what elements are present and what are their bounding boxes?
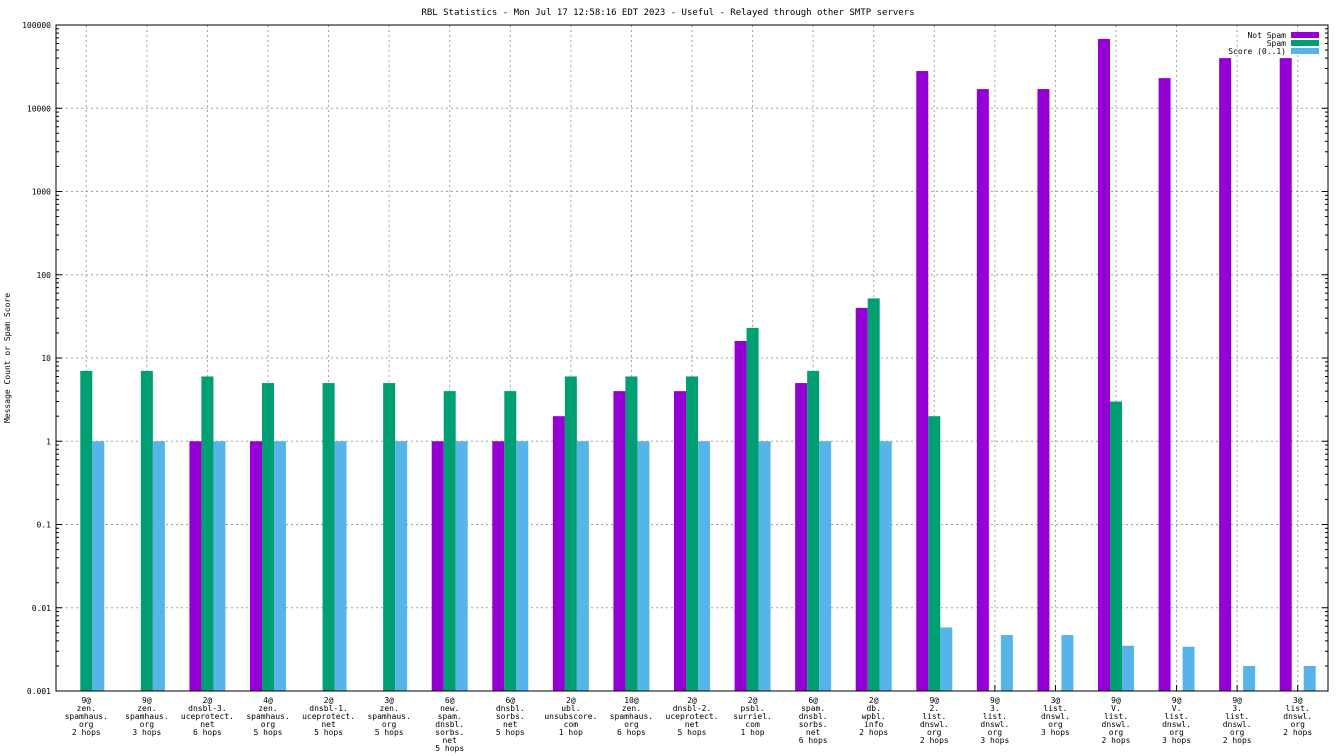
bar-score-0-1 [1303,665,1316,691]
legend-swatch [1291,40,1319,46]
x-tick-label: 9@ zen. spamhaus. org 3 hops [125,696,168,737]
bars [80,38,1316,692]
bar-spam [867,298,880,691]
x-tick-labels: 9@ zen. spamhaus. org 2 hops 9@ zen. spamhaus. o… [65,696,1313,753]
bar-not-spam [1037,89,1050,691]
bar-not-spam [1098,38,1110,692]
bar-not-spam [250,441,262,691]
bar-spam [746,327,759,691]
bar-not-spam [855,307,868,691]
x-tick-label: 10@ zen. spamhaus. org 6 hops [610,696,653,737]
bar-spam [686,376,698,691]
plot-border [55,24,1329,692]
x-tick-label: 9@ 3. list. dnswl. org 2 hops [1223,696,1252,745]
x-tick-label: 6@ dnsbl. sorbs. net 5 hops [496,696,525,737]
x-tick-label: 9@ V. list. dnswl. org 2 hops [1102,696,1131,745]
bar-not-spam [613,391,626,691]
x-tick-label: 6@ new. spam. dnsbl. sorbs. net 5 hops [435,696,464,753]
bar-not-spam [1158,78,1171,691]
x-tick-label: 9@ 3. list. dnswl. org 3 hops [980,696,1009,745]
x-tick-label: 2@ dnsbl-1. uceprotect. net 5 hops [302,696,355,737]
bar-not-spam [674,391,686,691]
x-tick-label: 9@ V. list. dnswl. org 3 hops [1162,696,1191,745]
x-tick-label: 2@ ubl. unsubscore. com 1 hop [544,696,597,737]
bar-spam [564,376,577,691]
y-tick-label: 1 [46,437,51,446]
x-tick-label: 2@ db. wpbl. info 2 hops [859,696,888,737]
x-tick-label: 9@ zen. spamhaus. org 2 hops [65,696,108,737]
bar-spam [322,383,335,691]
bar-score-0-1 [576,441,589,691]
bar-score-0-1 [334,441,347,691]
bar-spam [80,370,93,691]
y-tick-label: 0.01 [32,604,51,613]
bar-not-spam [431,441,444,691]
x-tick-label: 4@ zen. spamhaus. org 5 hops [246,696,289,737]
bar-spam [504,391,517,691]
x-tick-label: 3@ zen. spamhaus. org 5 hops [367,696,410,737]
bar-spam [201,376,214,691]
legend-swatch [1291,32,1319,38]
x-tick-label: 2@ dnsbl-3. uceprotect. net 6 hops [181,696,234,737]
bar-spam [383,383,396,691]
bar-score-0-1 [1182,646,1195,691]
bar-score-0-1 [819,441,832,691]
legend-swatch [1291,48,1319,54]
legend-label: Not Spam [1247,31,1286,40]
bar-score-0-1 [274,441,286,691]
x-tick-label: 2@ dnsbl-2. uceprotect. net 5 hops [666,696,719,737]
bar-not-spam [189,441,202,691]
bar-spam [807,370,820,691]
y-tick-label: 10000 [27,104,51,113]
bar-not-spam [795,383,808,691]
bar-not-spam [1279,58,1292,692]
bar-spam [1110,401,1122,691]
bar-score-0-1 [698,441,710,691]
bar-score-0-1 [1243,665,1256,691]
bar-score-0-1 [879,441,892,691]
bar-not-spam [1219,58,1232,692]
bar-score-0-1 [940,627,953,691]
bar-not-spam [552,416,565,691]
bar-spam [140,370,153,691]
x-tick-label: 3@ list. dnswl. org 3 hops [1041,696,1070,737]
chart-title: RBL Statistics - Mon Jul 17 12:58:16 EDT… [421,8,914,18]
bar-spam [625,376,638,691]
bar-score-0-1 [213,441,226,691]
bar-spam [928,416,941,691]
legend-label: Score (0..1) [1228,47,1286,56]
x-tick-label: 2@ psbl. surriel. com 1 hop [733,696,772,737]
bar-score-0-1 [455,441,468,691]
y-tick-label: 0.001 [27,687,51,696]
x-tick-label: 9@ 2. list. dnswl. org 2 hops [920,696,949,745]
bar-not-spam [916,71,929,691]
bar-score-0-1 [1061,635,1074,691]
bar-score-0-1 [516,441,529,691]
x-tick-label: 3@ list. dnswl. org 2 hops [1283,696,1312,737]
bar-score-0-1 [1122,645,1134,691]
bar-not-spam [734,341,747,691]
bar-score-0-1 [637,441,650,691]
bar-score-0-1 [395,441,408,691]
y-tick-label: 1000 [32,188,51,197]
x-tick-label: 6@ spam. dnsbl. sorbs. net 6 hops [799,696,828,745]
bar-spam [443,391,456,691]
y-tick-label: 100 [37,271,52,280]
bar-score-0-1 [758,441,771,691]
bar-score-0-1 [1000,635,1013,691]
bar-not-spam [492,441,505,691]
y-tick-label: 100000 [22,21,51,30]
y-tick-label: 10 [41,354,51,363]
y-tick-labels: 0.001 0.01 0.1 1 10 100 1000 10000 100000 [22,21,51,696]
bar-score-0-1 [92,441,105,691]
y-axis-label: Message Count or Spam Score [3,293,12,423]
y-tick-label: 0.1 [37,521,52,530]
bar-not-spam [976,89,989,691]
bar-spam [262,383,274,691]
legend-label: Spam [1267,39,1286,48]
bar-score-0-1 [152,441,165,691]
